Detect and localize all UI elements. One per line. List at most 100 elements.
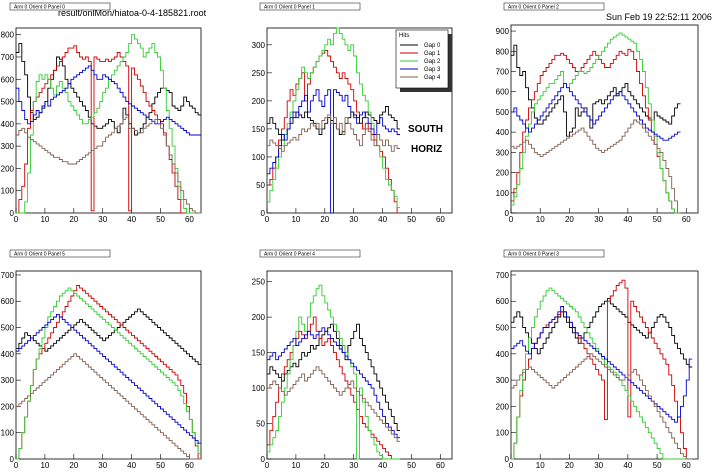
y-tick-label: 300 bbox=[252, 41, 266, 50]
y-tick-label: 200 bbox=[252, 97, 266, 106]
y-tick-label: 600 bbox=[496, 88, 510, 97]
x-tick-label: 20 bbox=[320, 215, 329, 224]
panel-1: Arm 0 Orient 0 Panel 1 0 10 20 30 40 50 60 0 50 10… bbox=[252, 2, 453, 224]
x-tick-label: 30 bbox=[98, 461, 107, 470]
panel-5: Arm 0 Orient 0 Panel 50 10 20 30 40 50 6001002… bbox=[1, 249, 202, 470]
x-tick-label: 60 bbox=[682, 461, 691, 470]
x-tick-label: 20 bbox=[565, 461, 574, 470]
y-tick-label: 200 bbox=[1, 164, 15, 173]
series-gap-3 bbox=[16, 65, 201, 136]
series-gap-1 bbox=[267, 316, 400, 460]
y-tick-label: 800 bbox=[496, 47, 510, 56]
y-tick-label: 700 bbox=[496, 271, 510, 280]
series-gap-2 bbox=[511, 287, 693, 460]
legend-entry: Gap 1 bbox=[424, 51, 441, 57]
x-tick-label: 10 bbox=[536, 461, 545, 470]
y-tick-label: 250 bbox=[252, 69, 266, 78]
x-tick-label: 10 bbox=[291, 215, 300, 224]
x-tick-label: 40 bbox=[623, 215, 632, 224]
x-tick-label: 0 bbox=[509, 461, 514, 470]
y-tick-label: 100 bbox=[252, 384, 266, 393]
orientation-label: HORIZ bbox=[411, 144, 442, 155]
panel-title-box bbox=[259, 2, 361, 11]
y-tick-label: 100 bbox=[496, 429, 510, 438]
y-tick-label: 50 bbox=[256, 181, 265, 190]
series-gap-2 bbox=[267, 284, 400, 460]
series-gap-1 bbox=[511, 48, 681, 214]
x-tick-label: 10 bbox=[291, 461, 300, 470]
x-tick-label: 40 bbox=[127, 461, 136, 470]
y-tick-label: 300 bbox=[496, 376, 510, 385]
series-gap-4 bbox=[511, 119, 681, 214]
x-tick-label: 30 bbox=[349, 461, 358, 470]
series-gap-2 bbox=[16, 287, 201, 460]
x-tick-label: 40 bbox=[127, 215, 136, 224]
x-tick-label: 20 bbox=[69, 215, 78, 224]
y-tick-label: 50 bbox=[256, 420, 265, 429]
y-tick-label: 200 bbox=[252, 313, 266, 322]
plot-frame bbox=[510, 270, 699, 460]
y-tick-label: 500 bbox=[1, 98, 15, 107]
x-tick-label: 0 bbox=[265, 215, 270, 224]
x-tick-label: 30 bbox=[98, 215, 107, 224]
y-tick-label: 500 bbox=[1, 324, 15, 333]
panel-title-box bbox=[259, 249, 361, 258]
panel-title: Arm 0 Orient 0 Panel 1 bbox=[264, 5, 315, 11]
x-tick-label: 60 bbox=[185, 215, 194, 224]
panel-3: Arm 0 Orient 0 Panel 30 10 20 30 40 50 6001002… bbox=[496, 249, 699, 470]
series-gap-2 bbox=[16, 34, 201, 214]
x-tick-label: 40 bbox=[378, 461, 387, 470]
x-tick-label: 30 bbox=[594, 461, 603, 470]
legend-entry: Gap 4 bbox=[424, 75, 441, 81]
y-tick-label: 500 bbox=[496, 108, 510, 117]
y-tick-label: 700 bbox=[1, 271, 15, 280]
y-tick-label: 400 bbox=[496, 128, 510, 137]
plot-frame bbox=[15, 27, 202, 214]
plot-frame bbox=[510, 24, 699, 214]
series-gap-3 bbox=[511, 83, 681, 141]
y-tick-label: 0 bbox=[505, 209, 510, 218]
panel-0: Arm 0 Orient 0 Panel 00 10 20 30 40 50 6001002… bbox=[1, 2, 202, 224]
y-tick-label: 300 bbox=[1, 142, 15, 151]
y-tick-label: 900 bbox=[496, 27, 510, 36]
y-tick-label: 700 bbox=[1, 53, 15, 62]
panel-title-box bbox=[503, 2, 605, 11]
x-tick-label: 20 bbox=[565, 215, 574, 224]
y-tick-label: 700 bbox=[496, 67, 510, 76]
x-tick-label: 10 bbox=[40, 215, 49, 224]
legend-entry: Gap 0 bbox=[424, 43, 441, 49]
x-tick-label: 10 bbox=[40, 461, 49, 470]
panel-title: Arm 0 Orient 0 Panel 2 bbox=[508, 5, 559, 11]
timestamp: Sun Feb 19 22:52:11 2006 bbox=[606, 12, 712, 22]
x-tick-label: 30 bbox=[349, 215, 358, 224]
series-gap-4 bbox=[267, 366, 400, 442]
y-tick-label: 600 bbox=[1, 75, 15, 84]
y-tick-label: 200 bbox=[496, 169, 510, 178]
x-tick-label: 60 bbox=[682, 215, 691, 224]
series-gap-0 bbox=[511, 298, 693, 368]
y-tick-label: 0 bbox=[261, 455, 266, 464]
y-tick-label: 0 bbox=[505, 455, 510, 464]
legend-entry: Gap 3 bbox=[424, 67, 441, 73]
y-tick-label: 100 bbox=[1, 429, 15, 438]
x-tick-label: 50 bbox=[653, 215, 662, 224]
x-tick-label: 10 bbox=[536, 215, 545, 224]
x-tick-label: 60 bbox=[436, 461, 445, 470]
y-tick-label: 200 bbox=[496, 402, 510, 411]
panel-4: Arm 0 Orient 0 Panel 4 0 10 20 30 40 50 60 0 50 10… bbox=[252, 249, 453, 470]
series-gap-0 bbox=[16, 308, 201, 365]
file-label: result/onlMon/hiatoa-0-4-185821.root bbox=[58, 8, 207, 18]
series-gap-4 bbox=[267, 114, 400, 152]
x-tick-label: 40 bbox=[623, 461, 632, 470]
y-tick-label: 400 bbox=[1, 120, 15, 129]
x-tick-label: 50 bbox=[407, 215, 416, 224]
series-gap-4 bbox=[16, 116, 201, 214]
panel-title-box bbox=[9, 2, 111, 11]
y-tick-label: 0 bbox=[10, 209, 15, 218]
y-tick-label: 200 bbox=[1, 402, 15, 411]
series-gap-3 bbox=[267, 89, 400, 214]
y-tick-label: 300 bbox=[496, 148, 510, 157]
y-tick-label: 150 bbox=[252, 125, 266, 134]
series-gap-4 bbox=[16, 353, 201, 460]
